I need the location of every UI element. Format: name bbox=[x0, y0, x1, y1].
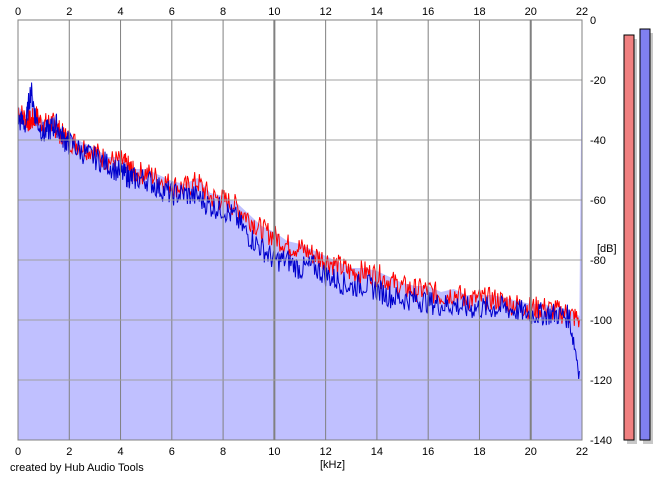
x-tick-label-bottom: 4 bbox=[117, 446, 123, 458]
x-tick-label-bottom: 18 bbox=[473, 446, 485, 458]
level-meter-1 bbox=[623, 34, 635, 441]
x-tick-label-top: 20 bbox=[525, 6, 537, 18]
plot-frame bbox=[17, 19, 583, 441]
x-tick-label-top: 14 bbox=[371, 6, 383, 18]
x-tick-label-bottom: 0 bbox=[15, 446, 21, 458]
x-tick-label-top: 4 bbox=[117, 6, 123, 18]
y-tick-label: 0 bbox=[590, 15, 596, 27]
x-tick-label-bottom: 6 bbox=[169, 446, 175, 458]
level-meter-2 bbox=[639, 28, 651, 441]
x-tick-label-top: 18 bbox=[473, 6, 485, 18]
x-tick-label-top: 6 bbox=[169, 6, 175, 18]
x-tick-label-top: 2 bbox=[66, 6, 72, 18]
x-axis-label: [kHz] bbox=[320, 459, 345, 471]
series-line-1 bbox=[17, 105, 580, 328]
x-tick-label-bottom: 20 bbox=[525, 446, 537, 458]
grid bbox=[17, 19, 583, 441]
x-tick-label-bottom: 12 bbox=[320, 446, 332, 458]
x-tick-label-top: 16 bbox=[422, 6, 434, 18]
credit-text: created by Hub Audio Tools bbox=[10, 462, 144, 474]
x-tick-label-top: 10 bbox=[268, 6, 280, 18]
y-tick-label: -40 bbox=[590, 135, 606, 147]
series-line-2 bbox=[17, 82, 580, 380]
x-tick-label-bottom: 10 bbox=[268, 446, 280, 458]
x-tick-label-top: 0 bbox=[15, 6, 21, 18]
y-tick-label: -140 bbox=[590, 435, 612, 447]
x-tick-label-top: 12 bbox=[320, 6, 332, 18]
empty-region bbox=[18, 20, 582, 316]
axes: 002244668810101212141416161818202022220-… bbox=[15, 6, 612, 458]
y-tick-label: -60 bbox=[590, 195, 606, 207]
x-tick-label-bottom: 14 bbox=[371, 446, 383, 458]
x-tick-label-top: 22 bbox=[576, 6, 588, 18]
plot-area bbox=[17, 20, 582, 380]
x-tick-label-bottom: 2 bbox=[66, 446, 72, 458]
x-tick-label-bottom: 22 bbox=[576, 446, 588, 458]
y-tick-label: -80 bbox=[590, 255, 606, 267]
y-tick-label: -120 bbox=[590, 375, 612, 387]
y-axis-label: [dB] bbox=[597, 243, 617, 255]
y-tick-label: -20 bbox=[590, 75, 606, 87]
x-tick-label-bottom: 8 bbox=[220, 446, 226, 458]
x-tick-label-top: 8 bbox=[220, 6, 226, 18]
x-tick-label-bottom: 16 bbox=[422, 446, 434, 458]
y-tick-label: -100 bbox=[590, 315, 612, 327]
level-meters bbox=[623, 28, 653, 444]
